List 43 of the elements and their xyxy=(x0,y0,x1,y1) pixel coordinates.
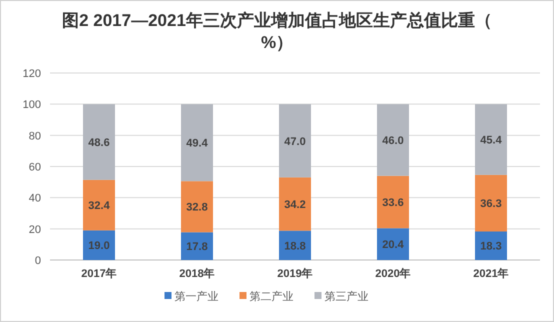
data-label: 18.3 xyxy=(480,240,502,253)
legend-label: 第二产业 xyxy=(250,290,294,303)
data-label: 45.4 xyxy=(480,134,503,147)
x-tick-label: 2021年 xyxy=(473,267,509,280)
bar xyxy=(279,230,311,260)
x-tick-label: 2018年 xyxy=(179,267,215,280)
data-label: 18.8 xyxy=(284,240,306,252)
bar xyxy=(279,104,311,178)
data-label: 47.0 xyxy=(284,136,306,148)
x-tick-label: 2020年 xyxy=(375,267,411,280)
y-tick-label: 0 xyxy=(34,255,41,267)
data-label: 46.0 xyxy=(382,135,404,148)
bar xyxy=(279,177,311,231)
bar xyxy=(377,228,409,260)
bar xyxy=(475,174,507,232)
data-label: 19.0 xyxy=(88,240,110,252)
y-tick-label: 100 xyxy=(22,99,41,112)
legend-label: 第三产业 xyxy=(324,290,368,303)
legend-label: 第一产业 xyxy=(174,290,218,303)
y-tick-label: 20 xyxy=(28,224,41,236)
data-label: 17.8 xyxy=(186,241,208,254)
y-tick-label: 120 xyxy=(22,68,41,80)
data-label: 34.2 xyxy=(284,199,306,212)
bar xyxy=(377,176,409,228)
chart-title: 图2 2017—2021年三次产业增加值占地区生产总值比重（%） xyxy=(62,11,492,52)
y-tick-label: 60 xyxy=(28,162,41,174)
x-tick-label: 2017年 xyxy=(81,267,117,280)
data-label: 33.6 xyxy=(382,197,404,210)
bar xyxy=(181,104,213,182)
y-tick-label: 80 xyxy=(28,130,41,142)
bar xyxy=(181,181,213,232)
bar xyxy=(475,104,507,175)
data-label: 49.4 xyxy=(186,138,209,150)
data-label: 32.4 xyxy=(88,200,111,212)
bar xyxy=(83,180,115,230)
bar xyxy=(83,104,115,180)
y-tick-label: 40 xyxy=(28,192,41,205)
data-label: 32.8 xyxy=(186,202,208,214)
data-label: 36.3 xyxy=(480,198,502,210)
x-tick-label: 2019年 xyxy=(277,267,313,280)
bar xyxy=(377,104,409,176)
data-label: 48.6 xyxy=(88,137,110,150)
data-label: 20.4 xyxy=(382,239,405,252)
